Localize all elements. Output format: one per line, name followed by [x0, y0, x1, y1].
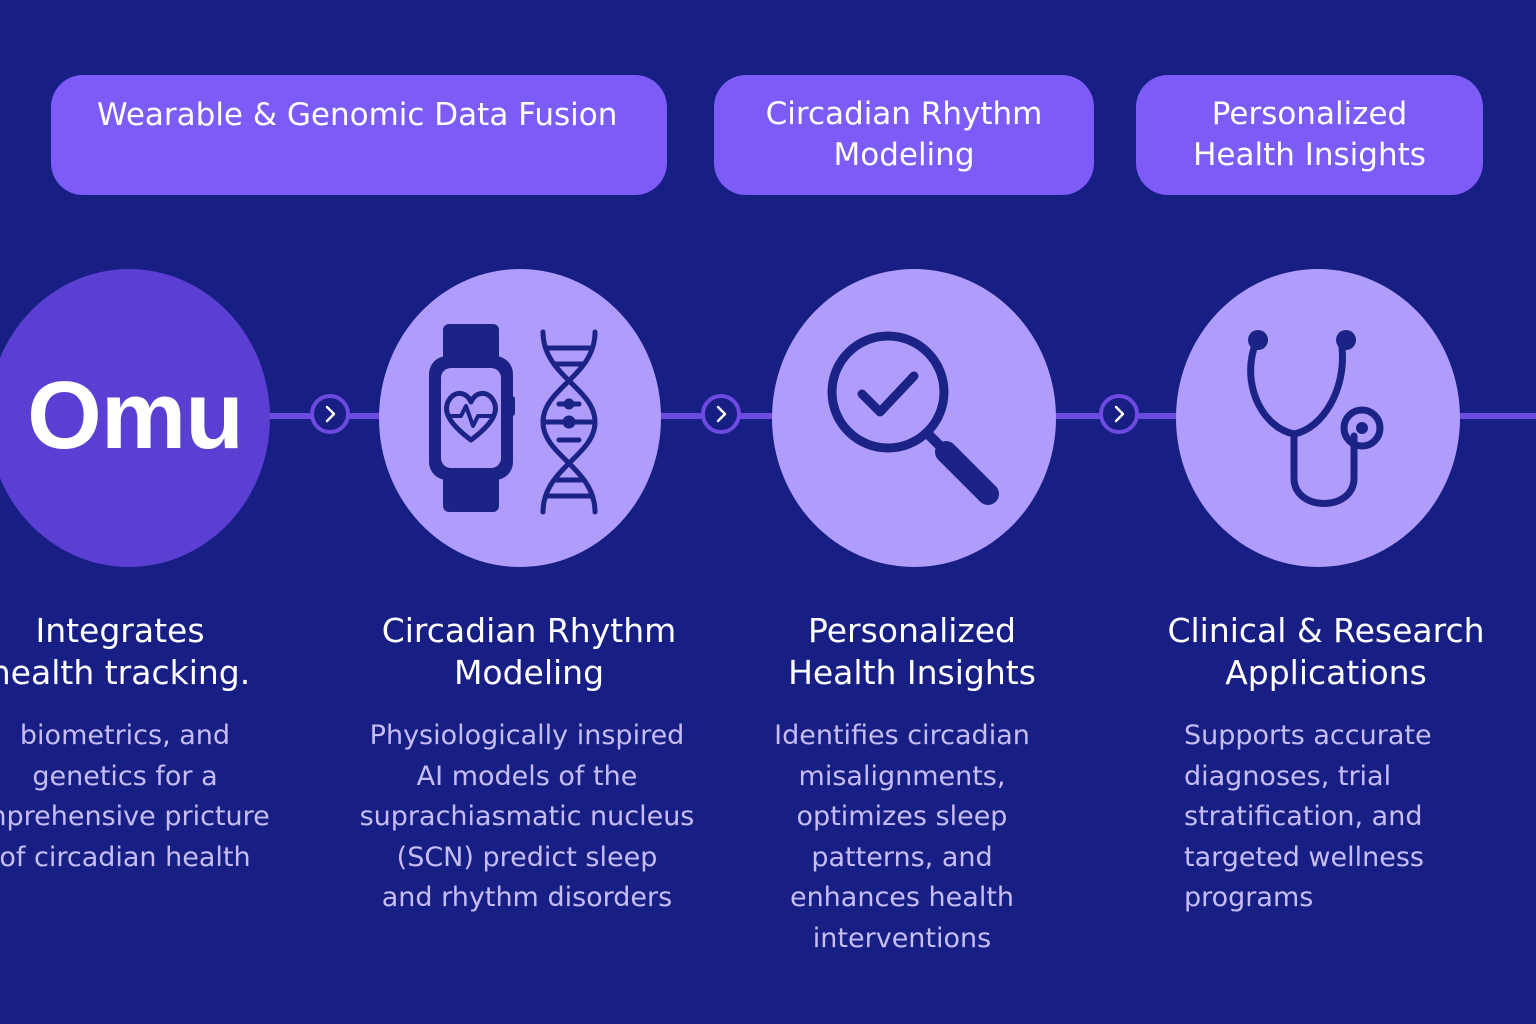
pill-data-fusion-line-1: Wearable & Genomic Data Fusion [97, 97, 618, 133]
step-3-description: Identifies circadian misalignments, opti… [752, 716, 1052, 959]
step-3-desc-line: interventions [812, 922, 992, 954]
dna-icon [540, 329, 598, 515]
step-2-title: Circadian Rhythm Modeling [359, 610, 699, 694]
pill-circadian-modeling-line-2: Modeling [833, 137, 975, 173]
step-2-title-line-2: Modeling [453, 653, 605, 692]
magnifier-check-icon [827, 331, 999, 505]
step-2-desc-line: Physiologically inspired [369, 720, 685, 751]
step-4-desc-line: stratification, and [1184, 801, 1423, 832]
step-2-desc-line: and rhythm disorders [381, 882, 673, 913]
step-2-desc-line: suprachiasmatic nucleus [359, 801, 695, 832]
step-4-desc-line: programs [1184, 882, 1314, 913]
smartwatch-heart-icon [429, 324, 515, 512]
step-3-title-line-2: Health Insights [788, 653, 1036, 692]
step-3-desc-line: misalignments, [798, 760, 1006, 792]
pill-health-insights: Personalized Health Insights [1136, 75, 1483, 195]
step-2-title-line-1: Circadian Rhythm [381, 611, 677, 650]
step-1-title-line-2: health tracking. [0, 653, 251, 692]
step-1-desc-line: genetics for a [32, 760, 218, 792]
step-3-title: Personalized Health Insights [762, 610, 1062, 694]
chevron-right-icon [1099, 394, 1139, 434]
step-3-desc-line: enhances health [789, 882, 1015, 913]
pill-data-fusion: Wearable & Genomic Data Fusion [51, 75, 667, 195]
step-1-desc-line: mprehensive pricture [0, 801, 270, 832]
stethoscope-icon [1247, 330, 1384, 507]
step-3-desc-line: Identifies circadian [774, 720, 1030, 751]
pill-circadian-modeling: Circadian Rhythm Modeling [714, 75, 1094, 195]
step-4-title-line-1: Clinical & Research [1167, 611, 1485, 650]
omu-logo: Omu [27, 362, 244, 469]
step-4-circle [1176, 269, 1460, 567]
chevron-right-icon [310, 394, 350, 434]
step-3-desc-line: patterns, and [811, 841, 993, 873]
step-2-desc-line: AI models of the [416, 760, 638, 792]
step-4-title: Clinical & Research Applications [1166, 610, 1486, 694]
step-1-desc-line: of circadian health [0, 841, 251, 873]
step-4-title-line-2: Applications [1225, 653, 1427, 692]
step-1-title: Integrates health tracking. [0, 610, 270, 694]
pill-health-insights-line-1: Personalized [1211, 96, 1408, 132]
step-2-description: Physiologically inspired AI models of th… [352, 716, 702, 919]
step-1-desc-line: biometrics, and [19, 720, 231, 751]
step-1-title-line-1: Integrates [35, 611, 205, 650]
step-4-desc-line: Supports accurate [1184, 720, 1432, 751]
flow-connector-line [0, 413, 1536, 419]
step-2-desc-line: (SCN) predict sleep [396, 841, 658, 873]
step-1-description: biometrics, and genetics for a mprehensi… [0, 716, 280, 878]
chevron-right-icon [701, 394, 741, 434]
step-3-circle [772, 269, 1056, 567]
pill-circadian-modeling-line-1: Circadian Rhythm [765, 96, 1043, 132]
step-4-desc-line: diagnoses, trial [1184, 760, 1392, 792]
step-3-desc-line: optimizes sleep [796, 801, 1008, 832]
step-4-description: Supports accurate diagnoses, trial strat… [1184, 716, 1484, 919]
step-3-title-line-1: Personalized [807, 611, 1017, 650]
logo-circle: Omu [0, 269, 270, 567]
step-4-desc-line: targeted wellness [1184, 841, 1424, 873]
pill-health-insights-line-2: Health Insights [1193, 137, 1426, 173]
step-2-circle [379, 269, 661, 567]
